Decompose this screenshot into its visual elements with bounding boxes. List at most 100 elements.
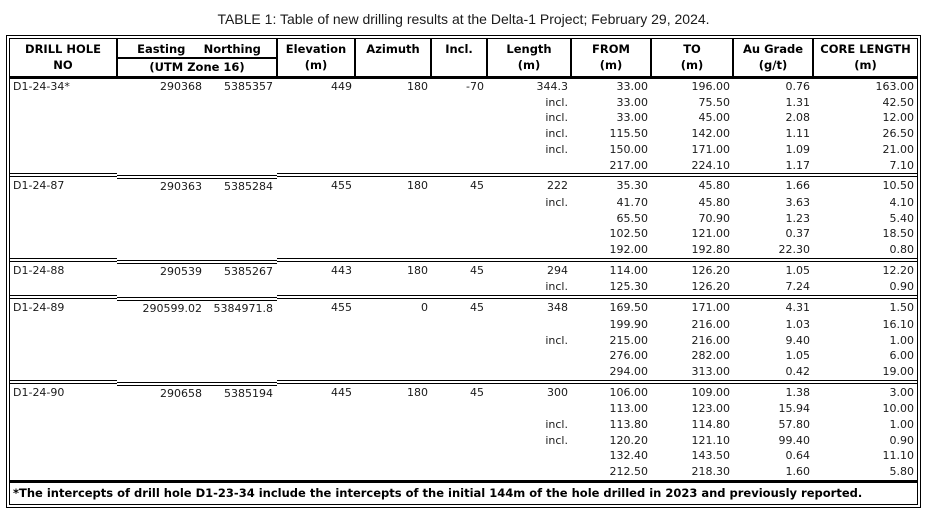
- easting-value: 290658: [160, 386, 202, 400]
- from-depth: 33.00: [616, 111, 649, 125]
- from-depth: 276.00: [609, 349, 649, 363]
- coordinates: [117, 142, 277, 158]
- drill-hole-row: D1-24-90 290658 5385194 445 180 45 300 106.00 10…: [10, 379, 917, 402]
- elevation: [277, 279, 355, 297]
- to-depth: 70.90: [698, 211, 731, 225]
- to-depth: 121.00: [691, 227, 731, 241]
- from-depth: 115.50: [609, 127, 649, 141]
- inclination: 45: [431, 257, 487, 280]
- from-depth: 35.30: [571, 173, 651, 195]
- azimuth: 180: [355, 379, 431, 402]
- intercept-row: 294.00 313.00 0.42 19.00: [10, 364, 917, 382]
- inclination: -70: [466, 80, 484, 93]
- coordinates: 290599.02 5384971.8: [117, 297, 277, 317]
- to-depth: 75.50: [698, 95, 731, 109]
- coordinates: [117, 158, 277, 174]
- inclination: [431, 279, 487, 297]
- from-depth: 113.80: [609, 418, 649, 431]
- length-or-qualifier: [487, 464, 571, 481]
- coordinates: [117, 195, 277, 211]
- header-label: FROM: [592, 42, 630, 56]
- header-sublabel: (m): [517, 58, 541, 72]
- core-length: 42.50: [882, 95, 915, 109]
- to-depth: 171.00: [651, 295, 733, 317]
- drill-hole-no: [10, 110, 117, 126]
- from-depth: 113.00: [609, 402, 649, 416]
- inclination: [431, 95, 487, 111]
- from-depth: 132.40: [609, 449, 649, 463]
- elevation: [277, 464, 355, 481]
- azimuth: [355, 195, 431, 211]
- to-depth: 216.00: [691, 333, 731, 347]
- core-length: 5.40: [889, 211, 915, 225]
- drill-hole-no: [10, 211, 117, 227]
- au-grade: 2.08: [785, 111, 811, 125]
- azimuth: [355, 448, 431, 464]
- core-length: 0.80: [889, 243, 915, 257]
- au-grade: 22.30: [778, 243, 811, 257]
- length-or-qualifier: 348: [487, 295, 571, 317]
- au-grade: 1.60: [785, 465, 811, 479]
- drill-hole-no: [10, 158, 117, 176]
- core-length: 18.50: [882, 227, 915, 241]
- intercept-row: 217.00 224.10 1.17 7.10: [10, 158, 917, 176]
- elevation: [277, 317, 355, 333]
- inclination: [431, 448, 487, 464]
- elevation: [277, 110, 355, 126]
- table-title: TABLE 1: Table of new drilling results a…: [217, 11, 710, 27]
- inclination: [431, 364, 487, 382]
- au-grade: 4.31: [733, 295, 813, 317]
- inclination: [431, 110, 487, 126]
- drill-hole-no: [10, 433, 117, 449]
- drill-hole-row: D1-24-34* 290368 5385357 449 180 -70 344.3 33.0…: [10, 78, 917, 95]
- length-or-qualifier: [487, 364, 571, 382]
- intercept-row: incl. 33.00 75.50 1.31 42.50: [10, 95, 917, 111]
- from-depth: 114.00: [571, 257, 651, 280]
- to-depth: 143.50: [691, 449, 731, 463]
- elevation: 455: [277, 173, 355, 195]
- coordinates: [117, 348, 277, 364]
- drill-hole-no: [10, 242, 117, 260]
- azimuth: [355, 126, 431, 142]
- core-length: 4.10: [889, 195, 915, 209]
- to-depth: 121.10: [691, 433, 731, 447]
- au-grade: 1.03: [785, 317, 811, 331]
- length-or-qualifier: [487, 448, 571, 464]
- au-grade: 1.11: [785, 127, 811, 141]
- azimuth: 180: [355, 173, 431, 195]
- coordinates: 290539 5385267: [117, 259, 277, 280]
- elevation: [277, 126, 355, 142]
- header-length: Length (m): [487, 39, 572, 79]
- azimuth: [355, 364, 431, 382]
- to-depth: 224.10: [691, 158, 731, 172]
- elevation: [277, 242, 355, 260]
- coordinates: [117, 448, 277, 464]
- length-or-qualifier: incl.: [545, 433, 568, 447]
- coordinates: [117, 226, 277, 242]
- core-length: 12.00: [882, 111, 915, 125]
- intercept-row: 132.40 143.50 0.64 11.10: [10, 448, 917, 464]
- from-depth: 215.00: [609, 333, 649, 347]
- core-length: 11.10: [882, 449, 915, 463]
- drill-hole-no: [10, 226, 117, 242]
- header-label: CORE LENGTH: [820, 42, 911, 56]
- coordinates: [117, 464, 277, 480]
- inclination: 45: [431, 173, 487, 195]
- elevation: [277, 348, 355, 364]
- length-or-qualifier: 344.3: [536, 80, 569, 93]
- header-sublabel: (m): [854, 58, 877, 72]
- au-grade: 1.05: [733, 257, 813, 280]
- elevation: 443: [277, 257, 355, 280]
- length-or-qualifier: [487, 348, 571, 364]
- coordinates: [117, 364, 277, 380]
- header-label: Length: [506, 42, 552, 56]
- header-label: TO: [683, 42, 701, 56]
- drill-hole-row: D1-24-88 290539 5385267 443 180 45 294 114.00 12…: [10, 257, 917, 280]
- au-grade: 1.23: [785, 211, 811, 225]
- elevation: [277, 417, 355, 433]
- azimuth: [355, 333, 431, 349]
- from-depth: 217.00: [609, 158, 649, 172]
- au-grade: 9.40: [785, 333, 811, 347]
- footnote-row: *The intercepts of drill hole D1-23-34 i…: [10, 479, 917, 504]
